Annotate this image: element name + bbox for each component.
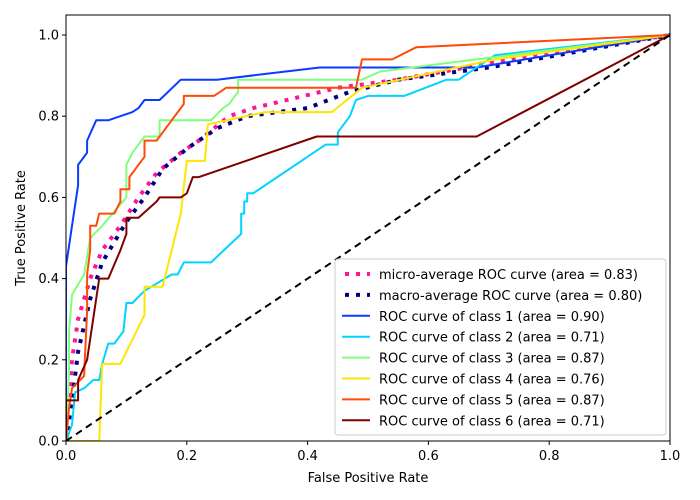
x-tick-label: 0.6 [418,449,439,464]
y-tick-label: 1.0 [38,29,59,44]
chance-diagonal-line [66,34,670,441]
roc-curve-class-6 [66,34,670,441]
roc-curve-class-1 [66,34,670,441]
x-tick-label: 0.2 [176,449,197,464]
y-tick-label: 0.4 [38,272,59,287]
y-tick-label: 0.2 [38,353,59,368]
legend-label: ROC curve of class 6 (area = 0.71) [379,414,605,429]
series-layer [66,33,670,441]
roc-curve-class-4 [66,34,670,441]
x-axis: 0.0 0.2 0.4 0.6 0.8 1.0 [56,441,681,464]
x-tick-label: 0.0 [56,449,77,464]
roc-curve-macro-average [66,33,670,441]
y-tick-label: 0.0 [38,435,59,450]
legend-label: ROC curve of class 4 (area = 0.76) [379,373,605,388]
legend: micro-average ROC curve (area = 0.83) mac… [334,258,667,436]
x-axis-label: False Positive Rate [308,471,429,486]
y-axis-label: True Positive Rate [14,170,29,287]
legend-label: ROC curve of class 1 (area = 0.90) [379,310,605,325]
x-tick-label: 1.0 [660,449,681,464]
legend-label: ROC curve of class 5 (area = 0.87) [379,393,605,408]
legend-label: ROC curve of class 3 (area = 0.87) [379,352,605,367]
roc-curve-class-5 [66,34,670,441]
y-tick-label: 0.6 [38,191,59,206]
legend-label: macro-average ROC curve (area = 0.80) [379,289,642,304]
y-axis: 0.0 0.2 0.4 0.6 0.8 1.0 [38,29,66,450]
roc-curve-class-3 [66,34,670,441]
legend-frame [334,258,667,436]
x-tick-label: 0.8 [539,449,560,464]
x-tick-label: 0.4 [297,449,318,464]
legend-label: micro-average ROC curve (area = 0.83) [379,268,638,283]
y-tick-label: 0.8 [38,110,59,125]
plot-frame [65,14,671,442]
legend-label: ROC curve of class 2 (area = 0.71) [379,331,605,346]
